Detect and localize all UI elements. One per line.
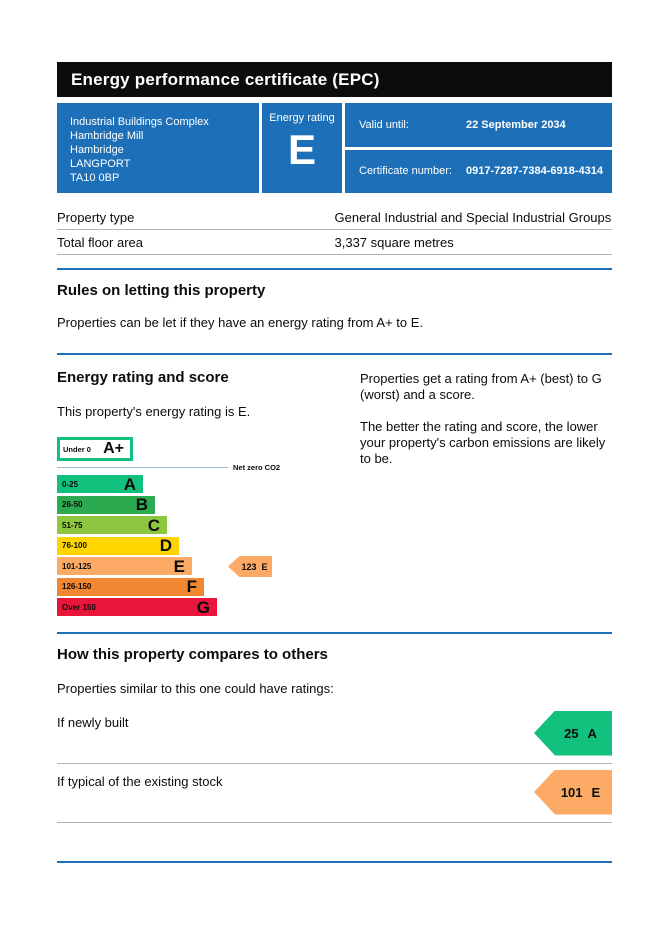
section-divider-blue — [57, 860, 612, 863]
compare-row-label: If typical of the existing stock — [57, 773, 223, 789]
rating-section-heading: Energy rating and score — [57, 369, 229, 386]
band-letter: G — [196, 597, 210, 617]
epc-band-row-e: 101-125 E 123 E — [57, 556, 337, 577]
compare-section-heading: How this property compares to others — [57, 645, 328, 663]
band-letter: B — [135, 495, 148, 514]
certificate-content: Energy performance certificate (EPC) Ind… — [57, 62, 612, 863]
address-line: TA10 0BP — [70, 172, 120, 184]
compare-score: 101 — [560, 784, 583, 800]
band-range-label: 51-75 — [62, 520, 83, 530]
epc-rating-chart: Under 0 A+ Net zero CO2 0-25 A 26-50 — [57, 437, 337, 617]
band-letter: A+ — [103, 440, 124, 457]
rating-section: Energy rating and score This property's … — [57, 357, 612, 619]
compare-row-label: If newly built — [57, 714, 129, 730]
band-range-label: Over 150 — [62, 602, 96, 612]
band-letter: A — [123, 474, 136, 494]
epc-band-a-plus: Under 0 A+ — [57, 437, 133, 461]
band-range-label: Under 0 — [63, 444, 91, 454]
compare-rows: If newly built 25 A If typical of the ex… — [57, 705, 612, 823]
epc-band-c: 51-75 C — [57, 516, 167, 534]
rules-section-body: Properties can be let if they have an en… — [57, 315, 424, 330]
net-zero-label: Net zero CO2 — [233, 463, 281, 472]
section-divider-blue — [57, 631, 612, 634]
page-title: Energy performance certificate (EPC) — [71, 69, 380, 89]
section-divider-blue — [57, 353, 612, 355]
compare-row-newly-built: If newly built 25 A — [57, 705, 612, 764]
epc-band-row-f: 126-150 F — [57, 577, 337, 597]
rating-explainer-1: Properties get a rating from A+ (best) t… — [360, 371, 602, 402]
row-value: 3,337 square metres — [334, 235, 454, 250]
epc-band-row-g: Over 150 G — [57, 598, 337, 617]
band-range-label: 101-125 — [62, 561, 92, 571]
compare-band: A — [587, 725, 597, 741]
compare-band: E — [591, 784, 601, 800]
section-divider-blue — [57, 268, 612, 270]
band-range-label: 76-100 — [62, 541, 87, 550]
compare-row-existing-stock: If typical of the existing stock 101 E — [57, 764, 612, 823]
table-row: Total floor area 3,337 square metres — [57, 230, 612, 255]
row-label: Total floor area — [57, 235, 143, 250]
certificate-meta-panel: Valid until: 22 September 2034 Certifica… — [345, 103, 612, 193]
compare-badge-newly-built: 25 A — [534, 710, 612, 756]
valid-until-value: 22 September 2034 — [466, 118, 566, 131]
address-line: Hambridge Mill — [70, 130, 144, 142]
compare-score: 25 — [564, 725, 579, 741]
epc-band-b: 26-50 B — [57, 495, 155, 514]
row-value: General Industrial and Special Industria… — [334, 210, 612, 225]
certificate-number-label: Certificate number: — [359, 165, 452, 178]
net-zero-marker: Net zero CO2 — [57, 463, 337, 472]
certificate-summary-box: Industrial Buildings Complex Hambridge M… — [57, 103, 612, 193]
rating-explainer-2: The better the rating and score, the low… — [360, 419, 606, 466]
row-label: Property type — [57, 210, 135, 225]
title-bar: Energy performance certificate (EPC) — [57, 62, 612, 97]
property-summary-table: Property type General Industrial and Spe… — [57, 205, 612, 255]
epc-band-row-c: 51-75 C — [57, 516, 337, 535]
current-score: 123 — [241, 561, 257, 572]
rating-section-left: Energy rating and score This property's … — [57, 357, 360, 619]
address-line: LANGPORT — [70, 158, 131, 170]
current-band: E — [261, 561, 268, 572]
energy-rating-label: Energy rating — [269, 112, 335, 124]
band-letter: C — [147, 515, 160, 535]
epc-band-row-d: 76-100 D — [57, 536, 337, 556]
property-address: Industrial Buildings Complex Hambridge M… — [57, 103, 259, 193]
valid-until-label: Valid until: — [359, 118, 409, 131]
address-line: Hambridge — [70, 144, 124, 156]
table-row: Property type General Industrial and Spe… — [57, 205, 612, 230]
energy-rating-value: E — [287, 126, 316, 173]
epc-band-g: Over 150 G — [57, 598, 217, 616]
band-letter: D — [159, 536, 172, 555]
epc-band-row-a: 0-25 A — [57, 475, 337, 494]
epc-band-a: 0-25 A — [57, 475, 143, 493]
net-zero-line — [57, 467, 228, 468]
band-range-label: 26-50 — [62, 500, 83, 509]
current-score-marker: 123 E — [228, 556, 272, 577]
rules-section-heading: Rules on letting this property — [57, 282, 266, 299]
epc-band-e: 101-125 E — [57, 557, 192, 575]
rating-section-right: Properties get a rating from A+ (best) t… — [360, 357, 612, 619]
current-rating-text: This property's energy rating is E. — [57, 404, 251, 419]
epc-band-f: 126-150 F — [57, 577, 204, 596]
band-letter: E — [173, 556, 185, 576]
band-letter: F — [186, 577, 197, 596]
epc-band-row-b: 26-50 B — [57, 495, 337, 515]
energy-rating-panel: Energy rating E — [262, 103, 342, 193]
valid-until-row: Valid until: 22 September 2034 — [345, 103, 612, 147]
certificate-number-value: 0917-7287-7384-6918-4314 — [466, 165, 604, 178]
compare-badge-existing-stock: 101 E — [534, 769, 612, 815]
address-line: Industrial Buildings Complex — [70, 116, 209, 128]
compare-section-intro: Properties similar to this one could hav… — [57, 680, 334, 696]
epc-band-d: 76-100 D — [57, 536, 179, 555]
certificate-number-row: Certificate number: 0917-7287-7384-6918-… — [345, 149, 612, 193]
band-range-label: 126-150 — [62, 582, 92, 591]
band-range-label: 0-25 — [62, 479, 79, 489]
